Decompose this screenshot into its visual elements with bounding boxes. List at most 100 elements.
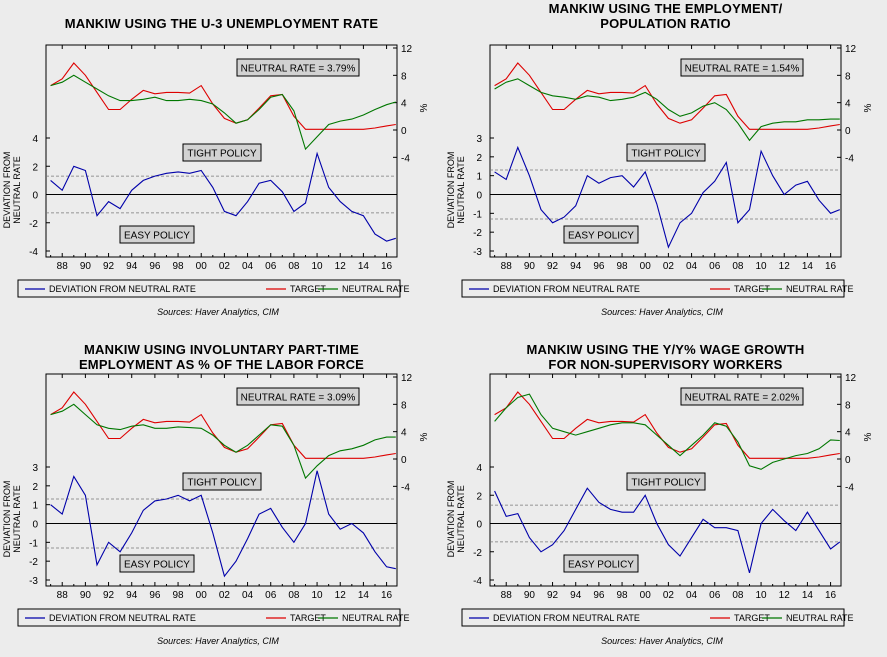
tight-policy-label: TIGHT POLICY bbox=[631, 149, 701, 160]
chart-title-line: MANKIW USING THE U-3 UNEMPLOYMENT RATE bbox=[64, 16, 379, 31]
left-tick-label: -2 bbox=[473, 548, 482, 559]
right-tick-label: -4 bbox=[845, 153, 854, 164]
easy-policy-label-box bbox=[563, 554, 639, 573]
left-tick-label: 2 bbox=[32, 162, 38, 173]
x-tick-label: 88 bbox=[501, 590, 513, 601]
chart-title-line: FOR NON-SUPERVISORY WORKERS bbox=[548, 357, 783, 372]
left-tick-label: 3 bbox=[476, 134, 482, 145]
x-tick-label: 06 bbox=[709, 590, 721, 601]
x-tick-label: 12 bbox=[335, 590, 347, 601]
left-tick-label: 0 bbox=[476, 520, 482, 531]
deviation-series-line bbox=[494, 145, 841, 249]
left-tick-label: 0 bbox=[476, 191, 482, 202]
source-note: Sources: Haver Analytics, CIM bbox=[157, 307, 279, 317]
neutral-rate-label: NEUTRAL RATE = 2.02% bbox=[685, 393, 800, 404]
x-tick-label: 10 bbox=[756, 261, 768, 272]
x-tick-label: 00 bbox=[640, 590, 652, 601]
x-tick-label: 02 bbox=[219, 261, 231, 272]
x-tick-label: 04 bbox=[686, 261, 698, 272]
tight-policy-label-box bbox=[626, 472, 706, 491]
x-tick-label: 02 bbox=[219, 590, 231, 601]
chart-panel-u3: MANKIW USING THE U-3 UNEMPLOYMENT RATE 8… bbox=[0, 0, 443, 328]
legend-neutral-label: NEUTRAL RATE bbox=[342, 613, 410, 623]
x-tick-label: 00 bbox=[196, 590, 208, 601]
right-tick-label: 0 bbox=[845, 126, 851, 137]
left-tick-label: -4 bbox=[29, 247, 38, 258]
right-axis-label: % bbox=[419, 432, 430, 441]
legend-deviation-label: DEVIATION FROM NEUTRAL RATE bbox=[493, 284, 640, 294]
easy-policy-label: EASY POLICY bbox=[124, 560, 190, 571]
x-tick-label: 00 bbox=[196, 261, 208, 272]
x-tick-label: 98 bbox=[172, 261, 184, 272]
target-series-line bbox=[50, 391, 396, 459]
x-tick-label: 12 bbox=[779, 590, 791, 601]
legend-target-label: TARGET bbox=[734, 284, 770, 294]
left-tick-label: -2 bbox=[29, 219, 38, 230]
x-tick-label: 14 bbox=[802, 261, 814, 272]
neutral-rate-label: NEUTRAL RATE = 3.09% bbox=[241, 393, 356, 404]
x-tick-label: 04 bbox=[242, 590, 254, 601]
x-tick-label: 96 bbox=[593, 590, 605, 601]
x-tick-label: 94 bbox=[570, 261, 582, 272]
legend-box bbox=[17, 279, 401, 298]
right-tick-label: 8 bbox=[401, 71, 407, 82]
x-tick-label: 92 bbox=[103, 261, 115, 272]
legend-target-label: TARGET bbox=[734, 613, 770, 623]
target-series-line bbox=[494, 62, 840, 130]
right-tick-label: 0 bbox=[401, 126, 407, 137]
easy-policy-label-box bbox=[119, 554, 195, 573]
legend-neutral-label: NEUTRAL RATE bbox=[786, 284, 854, 294]
chart-title: MANKIW USING THE Y/Y% WAGE GROWTH FOR NO… bbox=[444, 342, 887, 372]
chart-title-line: MANKIW USING THE EMPLOYMENT/ bbox=[548, 1, 783, 16]
chart-svg: 88 90 92 94 96 98 00 02 04 06 08 10 12 14 1612840-4%32… bbox=[2, 373, 430, 646]
deviation-series-line bbox=[50, 470, 396, 578]
left-tick-label: 4 bbox=[476, 463, 482, 474]
x-tick-label: 16 bbox=[381, 261, 393, 272]
neutral-rate-label: NEUTRAL RATE = 1.54% bbox=[685, 64, 800, 75]
left-tick-label: 2 bbox=[476, 153, 482, 164]
legend-box bbox=[461, 608, 845, 627]
chart-panel-part-time: MANKIW USING INVOLUNTARY PART-TIME EMPLO… bbox=[0, 329, 443, 657]
plot-frame bbox=[45, 373, 398, 587]
x-tick-label: 94 bbox=[126, 261, 138, 272]
chart-panel-emp-pop: MANKIW USING THE EMPLOYMENT/ POPULATION … bbox=[444, 0, 887, 328]
chart-svg: 88 90 92 94 96 98 00 02 04 06 08 10 12 14 16 12 8 4 0 -4% 4 2… bbox=[2, 44, 430, 317]
chart-title-line: POPULATION RATIO bbox=[600, 16, 731, 31]
x-tick-label: 98 bbox=[616, 590, 628, 601]
easy-policy-label-box bbox=[119, 225, 195, 244]
right-tick-label: 4 bbox=[401, 428, 407, 439]
chart-title-line: MANKIW USING INVOLUNTARY PART-TIME bbox=[84, 342, 359, 357]
neutral-rate-label-box bbox=[680, 58, 804, 77]
left-axis-label: DEVIATION FROMNEUTRAL RATE bbox=[446, 152, 466, 229]
x-tick-label: 92 bbox=[547, 261, 559, 272]
x-tick-label: 12 bbox=[335, 261, 347, 272]
right-tick-label: 0 bbox=[845, 455, 851, 466]
deviation-series-line bbox=[50, 151, 396, 242]
x-tick-label: 08 bbox=[732, 261, 744, 272]
chart-title: MANKIW USING THE EMPLOYMENT/ POPULATION … bbox=[444, 1, 887, 31]
right-tick-label: -4 bbox=[845, 482, 854, 493]
source-note: Sources: Haver Analytics, CIM bbox=[157, 636, 279, 646]
tight-policy-label: TIGHT POLICY bbox=[187, 478, 257, 489]
x-tick-label: 04 bbox=[242, 261, 254, 272]
right-tick-label: 12 bbox=[845, 373, 857, 384]
source-note: Sources: Haver Analytics, CIM bbox=[601, 636, 723, 646]
x-tick-label: 14 bbox=[802, 590, 814, 601]
right-tick-label: 12 bbox=[845, 44, 857, 55]
x-tick-label: 88 bbox=[57, 261, 69, 272]
legend-deviation-label: DEVIATION FROM NEUTRAL RATE bbox=[49, 284, 196, 294]
legend-deviation-label: DEVIATION FROM NEUTRAL RATE bbox=[49, 613, 196, 623]
x-tick-label: 90 bbox=[524, 590, 536, 601]
chart-title-line: EMPLOYMENT AS % OF THE LABOR FORCE bbox=[78, 357, 365, 372]
neutral-rate-label-box bbox=[236, 58, 360, 77]
legend-box bbox=[461, 279, 845, 298]
x-tick-label: 98 bbox=[616, 261, 628, 272]
x-tick-label: 94 bbox=[126, 590, 138, 601]
x-tick-label: 88 bbox=[57, 590, 69, 601]
legend-box bbox=[17, 608, 401, 627]
x-tick-label: 90 bbox=[80, 590, 92, 601]
target-series-line bbox=[494, 391, 840, 459]
left-tick-label: 4 bbox=[32, 134, 38, 145]
left-axis-label-line: NEUTRAL RATE bbox=[456, 485, 466, 553]
left-axis-label: DEVIATION FROMNEUTRAL RATE bbox=[2, 481, 22, 558]
